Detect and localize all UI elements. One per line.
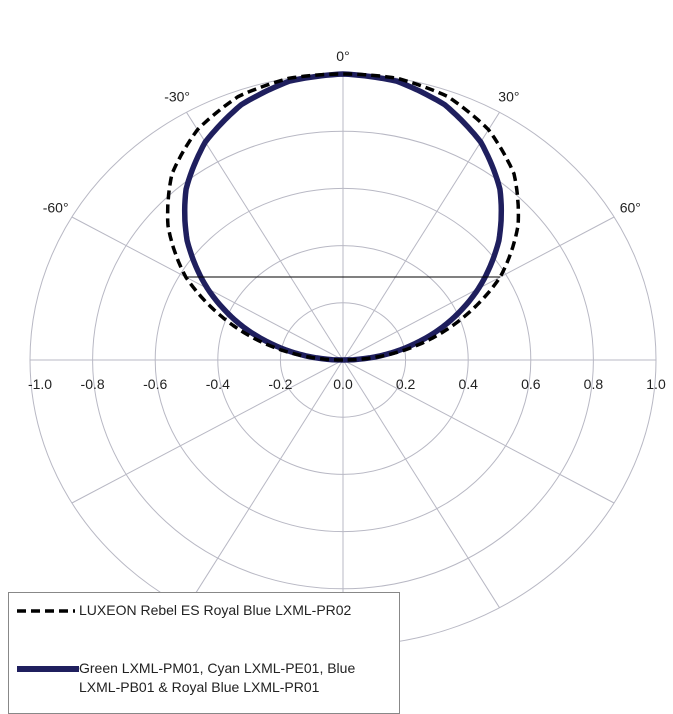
spoke--30 — [186, 112, 344, 361]
radial-tick-label: -1.0 — [28, 376, 52, 392]
radial-tick-label: 1.0 — [646, 376, 666, 392]
radial-tick-label: 0.2 — [396, 376, 416, 392]
radial-tick-label: -0.8 — [81, 376, 105, 392]
spoke-30 — [342, 112, 500, 361]
spoke-150 — [342, 359, 500, 608]
angle-label: 0° — [336, 48, 349, 64]
spoke--120 — [71, 359, 344, 504]
radial-tick-labels: -1.0 -0.8 -0.6 -0.4 -0.2 0.0 0.2 0.4 0.6 0.8 1.0 — [28, 376, 666, 392]
series-solid-line — [181, 71, 505, 363]
radial-tick-label: 0.6 — [521, 376, 541, 392]
angle-labels: -60° -30° 0° 30° 60° — [43, 48, 641, 216]
legend-swatch-dashed — [17, 601, 79, 620]
radial-tick-label: 0.8 — [584, 376, 604, 392]
legend-item-solid: Green LXML-PM01, Cyan LXML-PE01, Blue LX… — [17, 659, 389, 697]
spoke--150 — [186, 359, 344, 608]
angle-label: -30° — [164, 88, 190, 104]
angle-label: 60° — [620, 199, 641, 215]
radial-tick-label: -0.2 — [268, 376, 292, 392]
legend-label-dashed: LUXEON Rebel ES Royal Blue LXML-PR02 — [79, 602, 352, 618]
legend-label-solid: Green LXML-PM01, Cyan LXML-PE01, Blue LX… — [79, 660, 356, 695]
radial-tick-label: -0.4 — [206, 376, 230, 392]
radial-tick-label: -0.6 — [143, 376, 167, 392]
angle-label: 30° — [498, 88, 519, 104]
legend-swatch-solid — [17, 659, 79, 678]
angle-label: -60° — [43, 199, 69, 215]
radial-tick-label: 0.4 — [458, 376, 478, 392]
spoke-120 — [342, 359, 615, 504]
radial-tick-label: 0.0 — [333, 376, 353, 392]
legend-item-dashed: LUXEON Rebel ES Royal Blue LXML-PR02 — [17, 601, 389, 620]
legend: LUXEON Rebel ES Royal Blue LXML-PR02 Gre… — [8, 592, 400, 714]
